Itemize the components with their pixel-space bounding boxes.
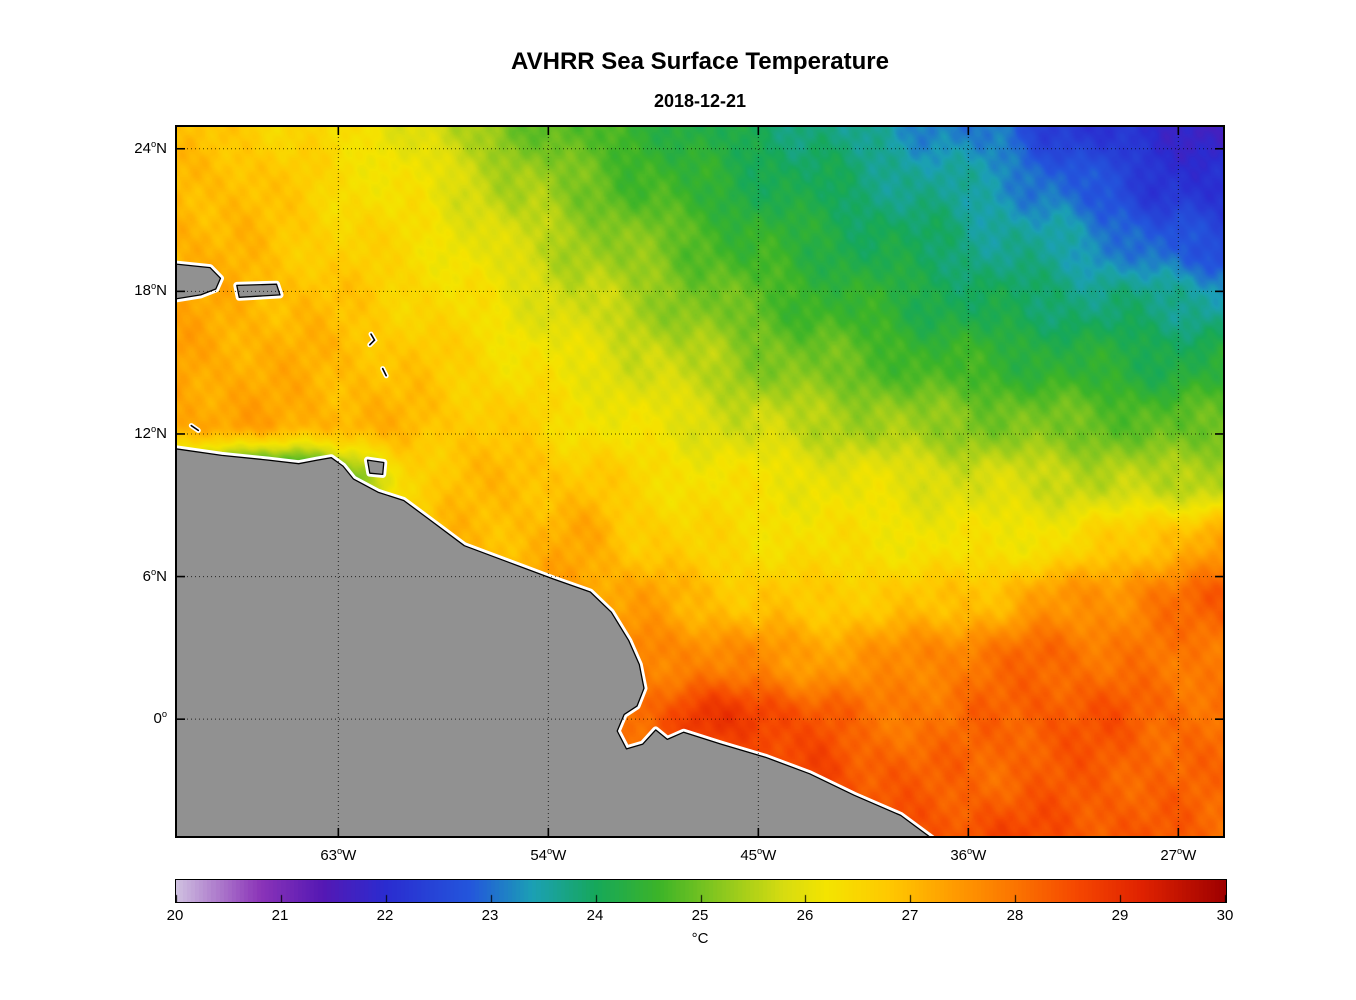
colorbar-unit-label: °C [691, 930, 709, 947]
colorbar-tick-label: 27 [901, 907, 919, 924]
y-tick-label: 0o [153, 709, 167, 728]
x-tick-label: 36oW [950, 846, 987, 864]
colorbar-canvas [176, 880, 1226, 902]
colorbar-tick-label: 30 [1216, 907, 1234, 924]
land-polygon [175, 263, 222, 300]
y-tick-label: 12oN [134, 423, 167, 442]
colorbar-tick-label: 24 [586, 907, 604, 924]
colorbar-tick-label: 25 [691, 907, 709, 924]
map-overlay [175, 125, 1225, 838]
land-polygon [236, 283, 281, 298]
y-tick-label: 18oN [134, 281, 167, 300]
map-plot [175, 125, 1225, 838]
colorbar [175, 879, 1227, 903]
chart-title: AVHRR Sea Surface Temperature [511, 48, 889, 75]
x-tick-label: 63oW [320, 846, 357, 864]
x-tick-label: 27oW [1160, 846, 1197, 864]
chart-subtitle: 2018-12-21 [653, 91, 747, 111]
x-tick-label: 45oW [740, 846, 777, 864]
islet [381, 367, 387, 377]
y-tick-label: 6oN [142, 566, 167, 585]
colorbar-tick-label: 23 [481, 907, 499, 924]
y-tick-label: 24oN [134, 138, 167, 157]
land-polygon [175, 448, 933, 838]
islet [369, 333, 376, 346]
axes-frame [175, 125, 1225, 838]
colorbar-tick-label: 22 [376, 907, 394, 924]
colorbar-tick-label: 20 [166, 907, 184, 924]
x-tick-label: 54oW [530, 846, 567, 864]
islet [190, 424, 200, 432]
land-polygon [366, 459, 385, 476]
colorbar-tick-label: 29 [1111, 907, 1129, 924]
colorbar-tick-label: 26 [796, 907, 814, 924]
colorbar-tick-label: 28 [1006, 907, 1024, 924]
colorbar-tick-label: 21 [271, 907, 289, 924]
